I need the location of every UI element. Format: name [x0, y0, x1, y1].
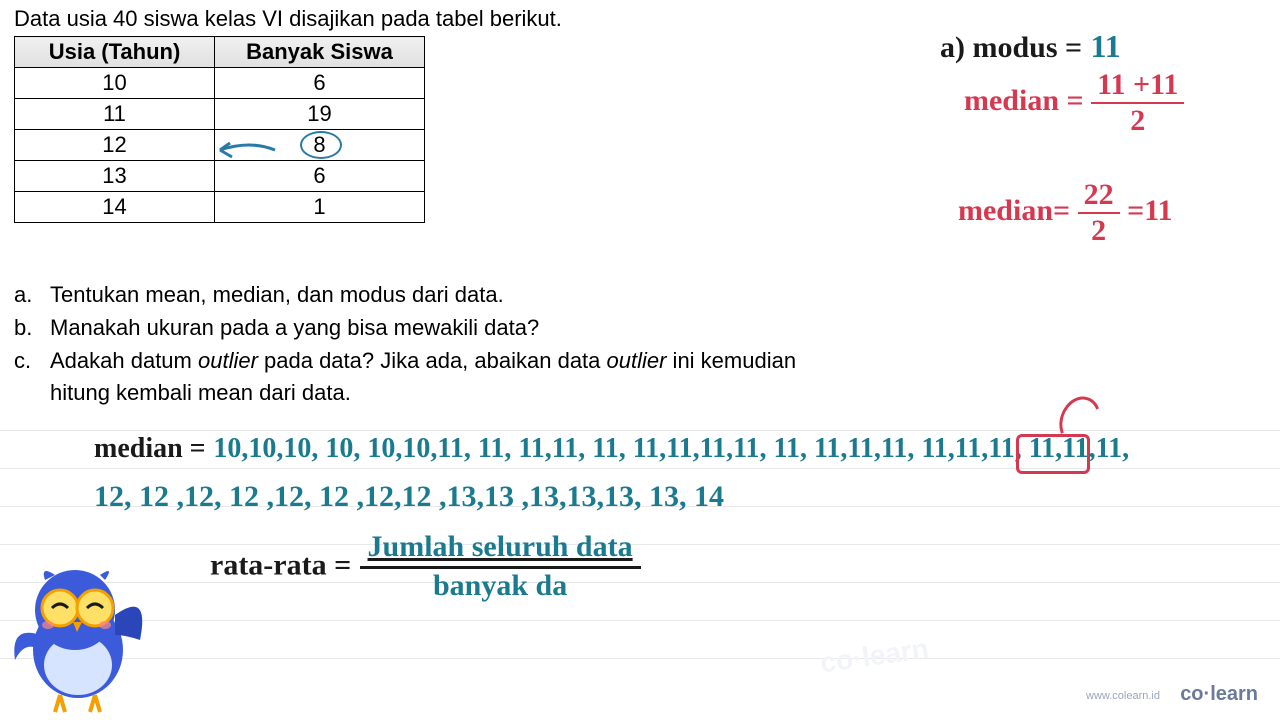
question-c: c.Adakah datum outlier pada data? Jika a… — [14, 346, 796, 377]
table-header-count: Banyak Siswa — [215, 37, 425, 68]
table-header-age: Usia (Tahun) — [15, 37, 215, 68]
table-row: 106 — [15, 68, 425, 99]
table-row: 136 — [15, 161, 425, 192]
table-row: 141 — [15, 192, 425, 223]
footer-brand-logo: co·learn — [1180, 683, 1258, 706]
question-a: a.Tentukan mean, median, dan modus dari … — [14, 280, 796, 311]
watermark: co·learn — [818, 633, 930, 680]
median-sorted-list: median = 10,10,10, 10, 10,10,11, 11, 11,… — [94, 432, 1129, 465]
question-b: b.Manakah ukuran pada a yang bisa mewaki… — [14, 313, 796, 344]
blue-circle-annotation — [300, 131, 342, 159]
problem-intro: Data usia 40 siswa kelas VI disajikan pa… — [14, 6, 562, 32]
table-row: 1119 — [15, 99, 425, 130]
question-list: a.Tentukan mean, median, dan modus dari … — [14, 280, 796, 411]
question-c-cont: hitung kembali mean dari data. — [14, 378, 796, 409]
blue-arrow-icon — [210, 135, 280, 165]
modus-answer: a) modus = 11 — [940, 28, 1121, 65]
median-formula-1: median = 11 +11 2 — [964, 68, 1184, 138]
owl-mascot-icon — [0, 540, 180, 720]
rata-rata-formula: rata-rata = Jumlah seluruh data banyak d… — [210, 530, 641, 603]
median-formula-2: median= 22 2 =11 — [958, 178, 1173, 248]
frequency-table: Usia (Tahun) Banyak Siswa 106 1119 128 1… — [14, 36, 425, 223]
median-sorted-list-2: 12, 12 ,12, 12 ,12, 12 ,12,12 ,13,13 ,13… — [94, 480, 724, 514]
footer-url: www.colearn.id — [1086, 690, 1160, 702]
